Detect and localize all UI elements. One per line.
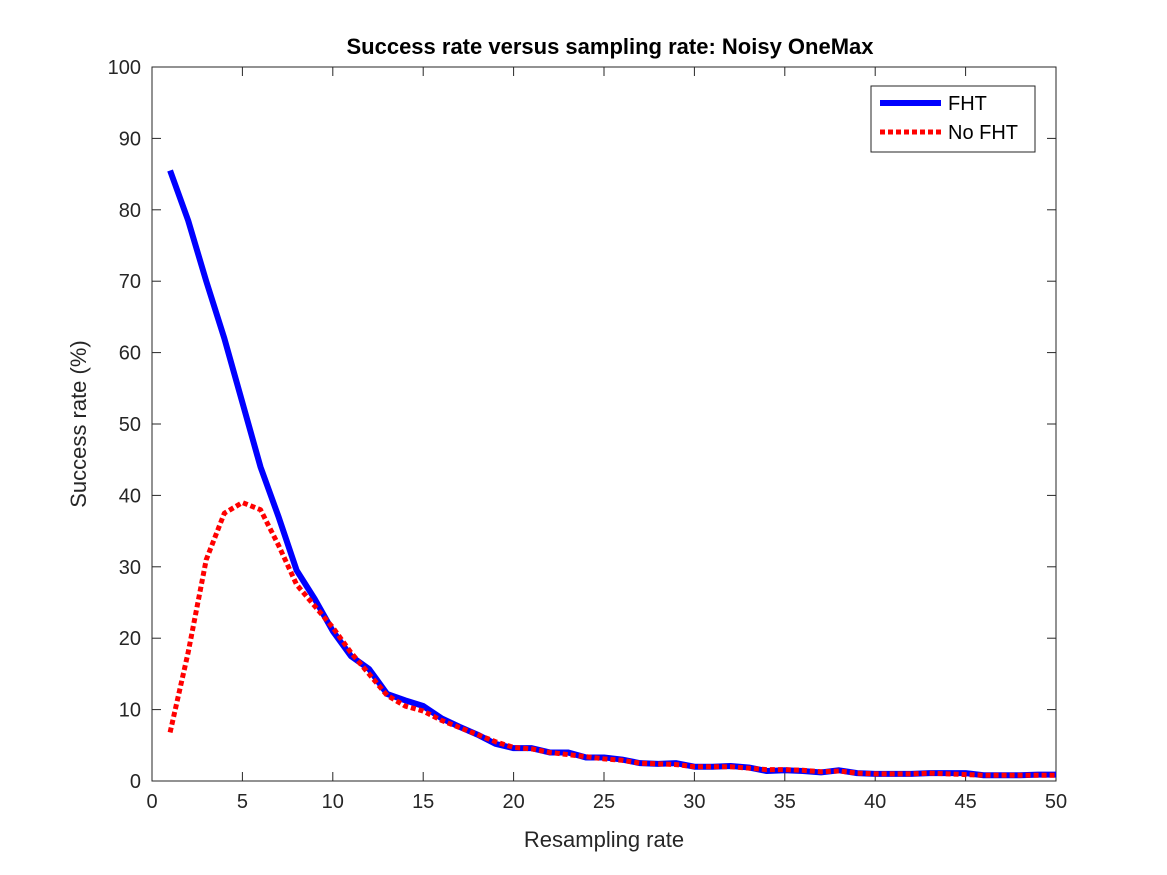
y-axis-label: Success rate (%): [66, 340, 91, 508]
x-axis-label: Resampling rate: [524, 827, 684, 852]
series-line-no-fht: [167, 500, 1056, 778]
x-tick-label: 5: [237, 791, 248, 813]
y-tick-label: 30: [119, 557, 141, 579]
tick-labels: 0 5 10 15 20 25 30 35 40 45 50 0 10 20 30 40 50 60 70 80 90 1…: [108, 57, 1068, 813]
y-tick-label: 0: [130, 771, 141, 793]
legend-label: FHT: [948, 93, 987, 115]
x-tick-label: 25: [593, 791, 615, 813]
x-tick-label: 30: [683, 791, 705, 813]
y-tick-label: 60: [119, 343, 141, 365]
legend-box: [870, 85, 1036, 153]
x-tick-label: 0: [146, 791, 157, 813]
y-tick-label: 80: [119, 200, 141, 222]
x-tick-label: 15: [412, 791, 434, 813]
y-tick-label: 100: [108, 57, 141, 79]
y-tick-label: 70: [119, 271, 141, 293]
chart-title: Success rate versus sampling rate: Noisy…: [346, 34, 874, 59]
series-layer: [167, 169, 1056, 779]
y-tick-label: 10: [119, 700, 141, 722]
y-tick-label: 90: [119, 128, 141, 150]
x-tick-label: 20: [502, 791, 524, 813]
x-tick-label: 10: [322, 791, 344, 813]
y-tick-label: 50: [119, 414, 141, 436]
plot-area: [151, 66, 1057, 782]
x-tick-label: 45: [954, 791, 976, 813]
x-tick-label: 50: [1045, 791, 1067, 813]
legend: FHT No FHT: [870, 85, 1036, 153]
y-tick-label: 20: [119, 628, 141, 650]
x-tick-label: 35: [774, 791, 796, 813]
legend-label: No FHT: [948, 122, 1018, 144]
x-tick-label: 40: [864, 791, 886, 813]
y-tick-label: 40: [119, 485, 141, 507]
axis-ticks: [151, 66, 1057, 782]
